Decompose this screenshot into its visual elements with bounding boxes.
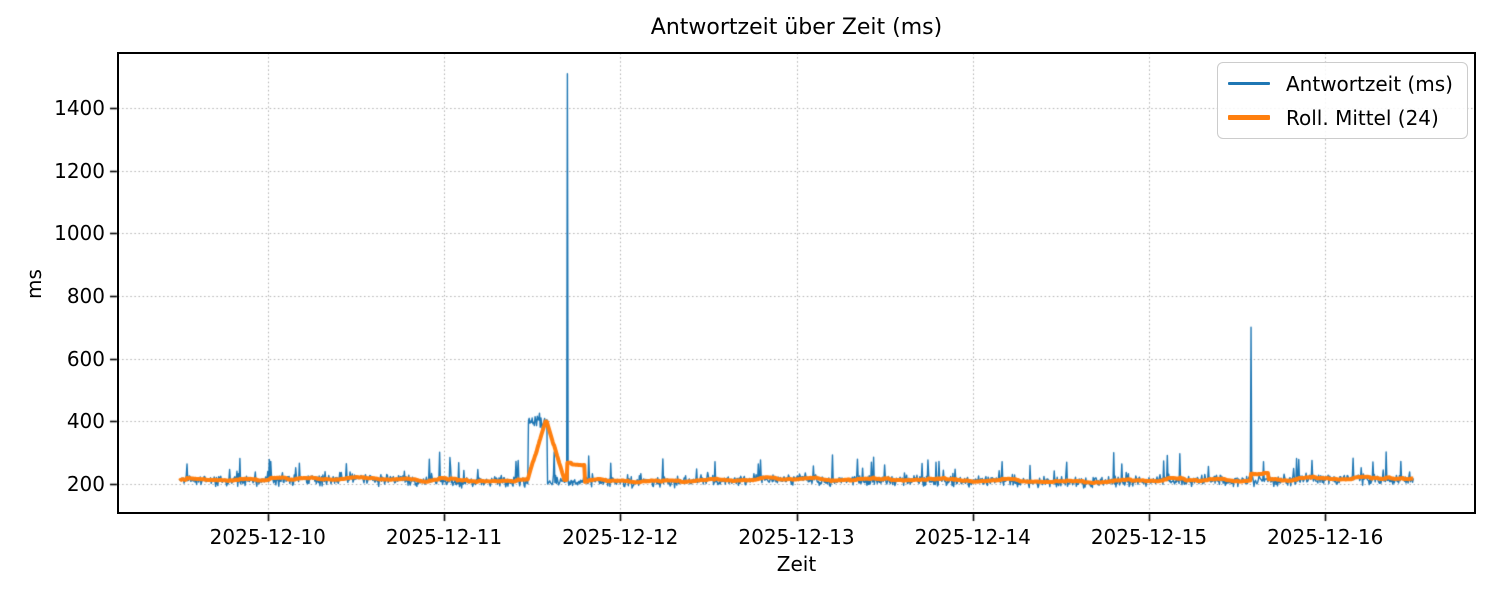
y-tick-label: 600	[66, 346, 105, 371]
x-tick-label: 2025-12-13	[738, 525, 855, 549]
legend-line-sample-orange	[1228, 115, 1270, 120]
y-tick-label: 1400	[54, 96, 105, 121]
x-tick-label: 2025-12-16	[1267, 525, 1384, 549]
legend-label: Roll. Mittel (24)	[1286, 105, 1439, 130]
y-tick-label: 200	[66, 471, 105, 496]
x-tick-label: 2025-12-14	[914, 525, 1031, 549]
x-tick-label: 2025-12-11	[385, 525, 503, 549]
legend-item-roll-mittel: Roll. Mittel (24)	[1228, 105, 1453, 130]
x-axis-label: Zeit	[776, 552, 817, 576]
chart-title: Antwortzeit über Zeit (ms)	[650, 15, 943, 40]
x-tick-label: 2025-12-15	[1090, 525, 1208, 549]
y-tick-label: 400	[66, 409, 105, 434]
y-tick-label: 800	[66, 283, 105, 308]
x-tick-label: 2025-12-12	[562, 525, 679, 549]
y-axis-label: ms	[22, 269, 46, 299]
legend-item-antwortzeit: Antwortzeit (ms)	[1228, 71, 1453, 96]
legend-line-sample-blue	[1228, 82, 1270, 85]
y-tick-label: 1200	[54, 158, 105, 183]
x-tick-label: 2025-12-10	[209, 525, 326, 549]
legend: Antwortzeit (ms) Roll. Mittel (24)	[1217, 62, 1468, 139]
y-tick-label: 1000	[54, 221, 105, 246]
legend-label: Antwortzeit (ms)	[1286, 71, 1453, 96]
